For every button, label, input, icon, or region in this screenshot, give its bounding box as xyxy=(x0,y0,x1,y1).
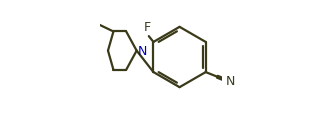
Text: N: N xyxy=(226,74,236,87)
Text: F: F xyxy=(144,21,151,34)
Text: N: N xyxy=(137,44,147,57)
